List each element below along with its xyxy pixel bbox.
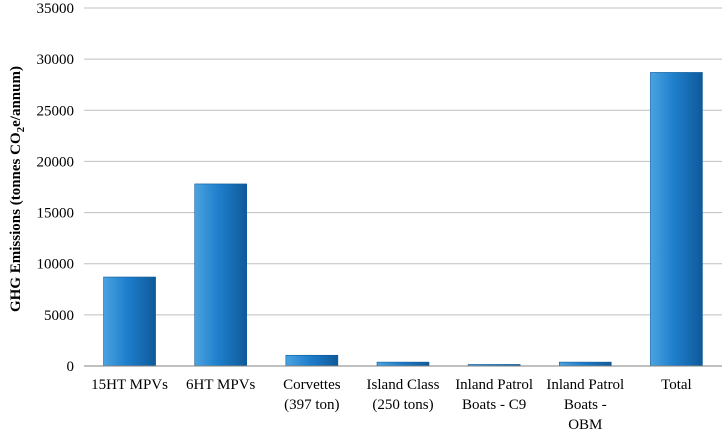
y-tick-label: 35000: [37, 1, 75, 17]
x-category-label: Inland Patrol Boats -OBM: [546, 377, 624, 433]
y-tick-label: 10000: [37, 257, 75, 273]
x-category-label: Inland Patrol Boats - C9: [455, 377, 533, 413]
bar: [194, 183, 248, 367]
x-category-label: Corvettes (397 ton): [283, 377, 341, 413]
x-category-label: Total: [661, 377, 692, 393]
y-axis-title: GHG Emissions (tonnes CO2e/annum): [8, 66, 27, 312]
y-axis-title-subscript: 2: [15, 126, 27, 132]
y-axis-title-part: GHG Emissions (tonnes CO: [8, 132, 24, 312]
bar: [558, 361, 612, 367]
y-tick-label: 30000: [37, 52, 75, 68]
x-category-label: 15HT MPVs: [91, 377, 168, 393]
bars: [103, 72, 703, 367]
x-category-label: Island Class (250 tons): [367, 377, 440, 413]
bar: [285, 354, 339, 367]
x-axis-labels: 15HT MPVs 6HT MPVs Corvettes (397 ton) Islan…: [91, 377, 692, 433]
y-tick-label: 25000: [37, 103, 75, 119]
y-axis-ticks: 0 5000 10000 15000 20000 25000 30000 35000: [37, 1, 75, 375]
bar: [650, 72, 703, 367]
y-tick-label: 15000: [37, 206, 75, 222]
y-tick-label: 0: [67, 359, 75, 375]
bar: [103, 276, 156, 367]
y-tick-label: 5000: [44, 308, 74, 324]
x-category-label: 6HT MPVs: [186, 377, 255, 393]
bar: [376, 361, 430, 367]
gridlines: [84, 7, 722, 316]
y-axis-title-part: e/annum): [8, 66, 24, 127]
y-tick-label: 20000: [37, 154, 75, 170]
